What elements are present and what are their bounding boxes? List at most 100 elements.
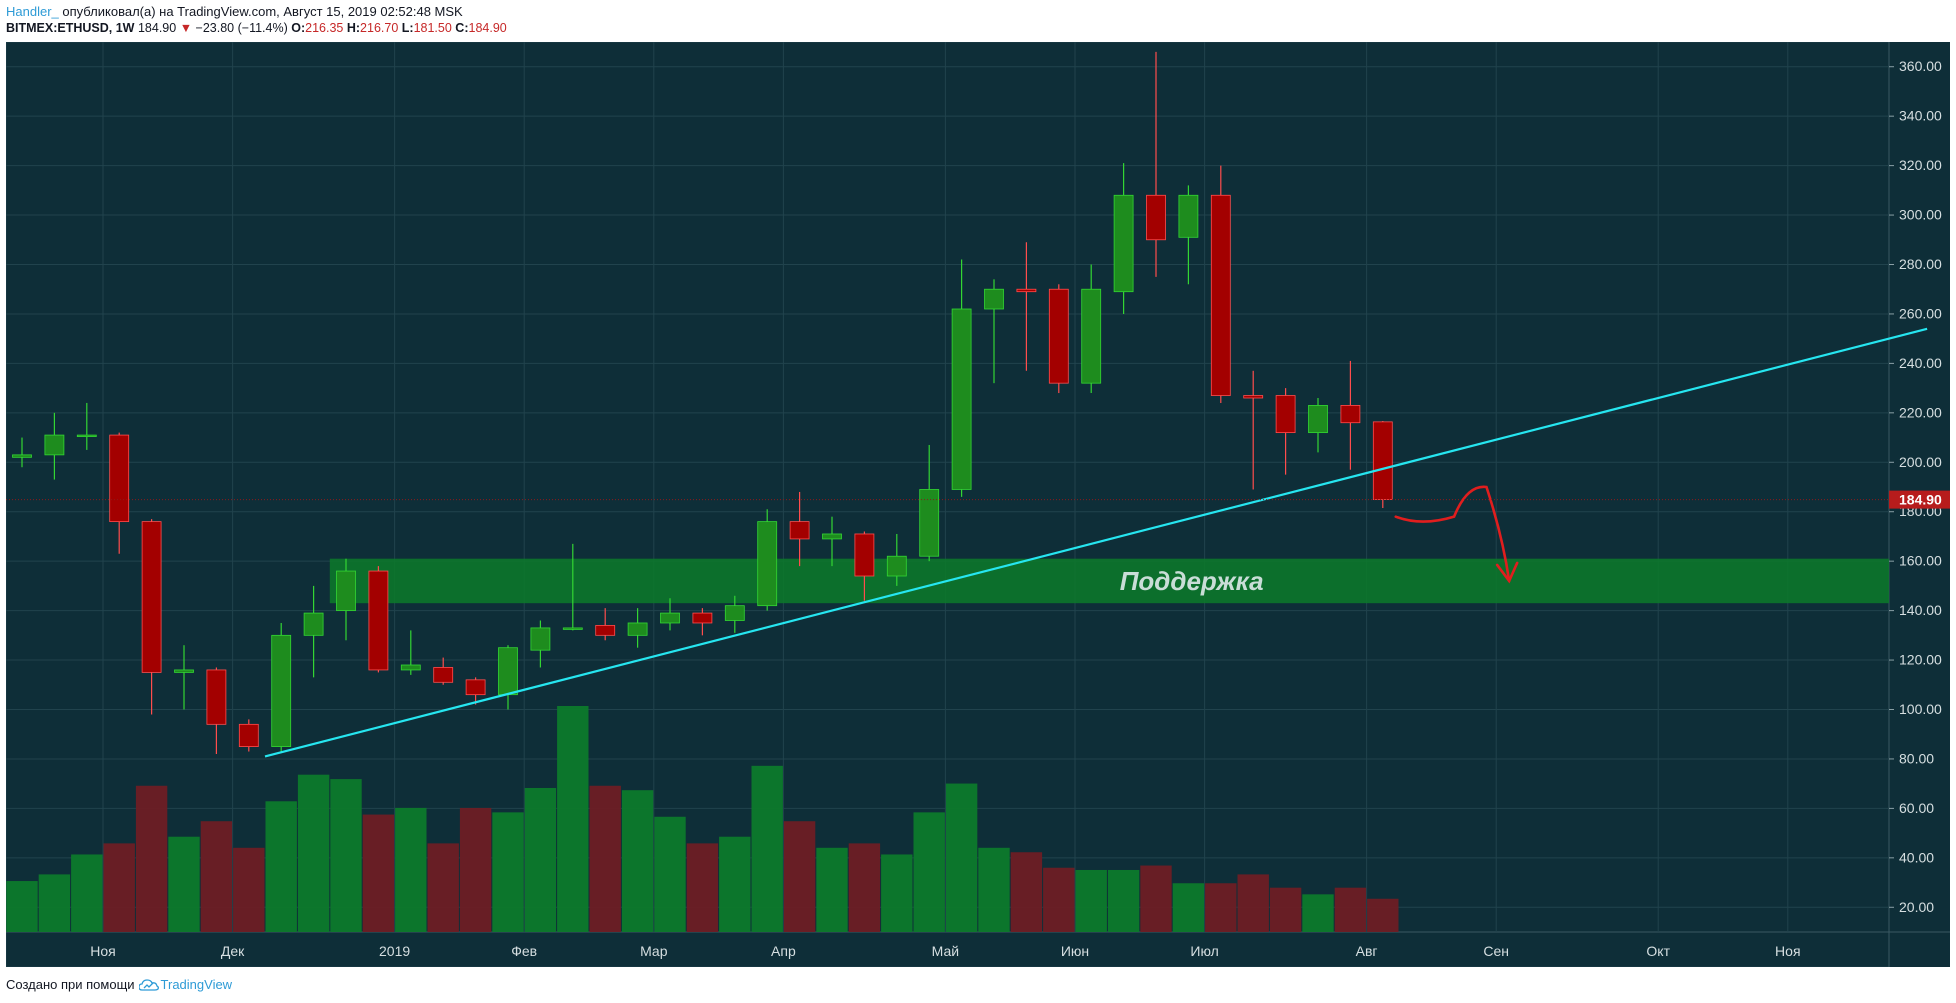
volume-bar xyxy=(881,854,913,932)
candle-body xyxy=(336,570,356,612)
candle-body xyxy=(238,723,259,747)
time-tick-label: Июн xyxy=(1061,943,1089,959)
candle-body xyxy=(789,521,810,540)
volume-bar xyxy=(1205,883,1237,932)
volume-bar xyxy=(1334,887,1367,932)
candle-body xyxy=(1016,288,1037,293)
candle-body xyxy=(1178,194,1199,238)
volume-bar xyxy=(1107,869,1140,932)
price-tick-label: 260.00 xyxy=(1899,305,1942,321)
price-tick-label: 100.00 xyxy=(1899,701,1942,717)
volume-bar xyxy=(589,785,621,932)
volume-bar xyxy=(362,814,395,932)
time-tick-label: Мар xyxy=(640,943,668,959)
volume-bar xyxy=(719,836,751,932)
volume-bar xyxy=(233,847,265,932)
volume-bar xyxy=(1302,894,1334,932)
volume-bar xyxy=(1075,869,1107,932)
volume-bar xyxy=(751,765,783,932)
candle-body xyxy=(951,308,972,490)
volume-bar xyxy=(427,843,459,932)
candle-body xyxy=(1210,194,1231,396)
support-zone-label: Поддержка xyxy=(1120,566,1264,596)
price-chart[interactable]: 20.00 40.00 60.00 80.00 100.00 120.00 140.00 16… xyxy=(6,42,1950,967)
volume-bar xyxy=(1367,898,1399,932)
candle-body xyxy=(498,647,518,696)
candle-body xyxy=(1275,395,1296,434)
candle-body xyxy=(1340,405,1361,424)
price-tick-label: 340.00 xyxy=(1899,108,1942,124)
volume-bar xyxy=(1237,874,1269,932)
candle-body xyxy=(692,612,713,624)
volume-bar xyxy=(200,821,233,932)
volume-bar xyxy=(783,821,816,932)
open-value: 216.35 xyxy=(305,21,344,35)
candle-body xyxy=(660,612,680,624)
time-tick-label: Окт xyxy=(1646,943,1670,959)
price-tick-label: 140.00 xyxy=(1899,602,1942,618)
symbol-info: BITMEX:ETHUSD, 1W 184.90 ▼ −23.80 (−11.4… xyxy=(6,21,507,35)
price-tick-label: 60.00 xyxy=(1899,800,1934,816)
high-value: 216.70 xyxy=(360,21,399,35)
price-tick-label: 240.00 xyxy=(1899,355,1942,371)
price-tick-label: 320.00 xyxy=(1899,157,1942,173)
candle-body xyxy=(174,669,194,673)
candle-body xyxy=(1372,421,1393,501)
candle-body xyxy=(368,570,389,671)
volume-bar xyxy=(38,874,71,932)
volume-bar xyxy=(1010,852,1043,932)
volume-bar xyxy=(459,807,492,932)
support-zone xyxy=(329,558,1889,604)
price-tick-label: 160.00 xyxy=(1899,553,1942,569)
time-tick-label: Авг xyxy=(1356,943,1378,959)
symbol-name: BITMEX:ETHUSD, 1W xyxy=(6,21,135,35)
price-tick-label: 280.00 xyxy=(1899,256,1942,272)
volume-bar xyxy=(654,816,686,932)
time-tick-label: Июл xyxy=(1190,943,1218,959)
last-price-label: 184.90 xyxy=(1899,492,1942,508)
candle-body xyxy=(12,454,32,458)
candle-body xyxy=(1081,288,1102,384)
volume-bar xyxy=(297,774,330,932)
volume-bar xyxy=(1269,887,1302,932)
candle-body xyxy=(724,605,745,621)
tradingview-link[interactable]: TradingView xyxy=(138,977,232,992)
footer: Создано при помощи TradingView xyxy=(6,977,232,992)
time-tick-label: Ноя xyxy=(1775,943,1800,959)
made-with-text: Создано при помощи xyxy=(6,977,135,992)
volume-bar xyxy=(978,847,1010,932)
open-label: O: xyxy=(291,21,306,35)
candle-body xyxy=(854,533,875,577)
candle-body xyxy=(757,521,778,607)
time-tick-label: Ноя xyxy=(90,943,115,959)
price-tick-label: 120.00 xyxy=(1899,652,1942,668)
time-tick-label: Апр xyxy=(771,943,796,959)
candle-body xyxy=(1146,194,1166,241)
projection-arrow xyxy=(1394,485,1511,583)
time-tick-label: Сен xyxy=(1483,943,1509,959)
close-label: C: xyxy=(455,21,469,35)
down-arrow-icon: ▼ xyxy=(179,21,193,35)
candle-body xyxy=(1048,288,1069,384)
high-label: H: xyxy=(346,21,361,35)
volume-bar xyxy=(816,847,848,932)
author-link[interactable]: Handler_ xyxy=(6,4,59,19)
candle-body xyxy=(206,669,227,725)
price-tick-label: 200.00 xyxy=(1899,454,1942,470)
volume-bar xyxy=(103,843,135,932)
projection-arrowhead-icon xyxy=(1495,561,1519,584)
candle-body xyxy=(76,434,97,437)
candle-body xyxy=(400,664,421,671)
candle-body xyxy=(1243,395,1264,399)
volume-bar xyxy=(135,785,168,932)
trend-line xyxy=(264,327,1928,758)
chart-background xyxy=(6,42,1950,967)
volume-bar xyxy=(945,783,978,932)
price-change: −23.80 (−11.4%) xyxy=(195,21,288,35)
candle-body xyxy=(822,533,842,540)
volume-bar xyxy=(848,843,881,932)
volume-bar xyxy=(686,843,719,932)
publish-text: опубликовал(а) на TradingView.com, Авгус… xyxy=(62,4,463,19)
volume-bar xyxy=(1043,867,1075,932)
candle-body xyxy=(530,627,551,651)
